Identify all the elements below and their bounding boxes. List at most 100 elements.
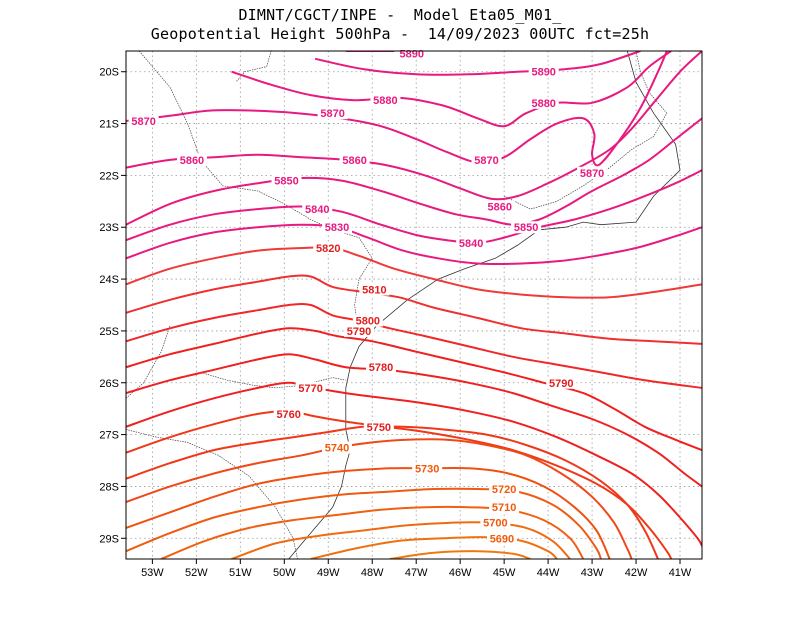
contour-label-bg — [577, 166, 608, 179]
lon-tick-label: 41W — [669, 567, 692, 579]
contour-label-bg — [317, 107, 348, 120]
contour-5830 — [126, 223, 702, 266]
contour-label: 5850 — [274, 176, 298, 188]
lon-tick-label: 51W — [229, 567, 252, 579]
lat-tick-label: 27S — [99, 430, 119, 442]
contour-label-bg — [339, 153, 370, 166]
contour-label: 5830 — [325, 222, 349, 234]
contour-label: 5850 — [514, 222, 538, 234]
contour-label: 5840 — [305, 204, 329, 216]
contour-label-bg — [322, 441, 353, 454]
contour-label-bg — [302, 203, 333, 216]
contour-5780 — [126, 353, 702, 488]
contour-label: 5720 — [492, 484, 516, 496]
lat-tick-label: 29S — [99, 533, 119, 545]
contour-label-bg — [489, 483, 520, 496]
contour-label-bg — [486, 532, 517, 545]
contour-5700 — [231, 521, 571, 559]
contour-5840 — [126, 169, 702, 244]
contour-label-bg — [322, 221, 353, 234]
contour-5770 — [126, 381, 702, 547]
contour-label-bg — [363, 420, 394, 433]
contour-label: 5800 — [356, 316, 380, 328]
contour-label-bg — [344, 324, 375, 337]
contour-label-bg — [484, 200, 515, 213]
contour-5720 — [126, 487, 602, 559]
contour-label: 5820 — [316, 243, 340, 255]
lon-tick-label: 52W — [185, 567, 208, 579]
contour-label: 5870 — [474, 155, 498, 167]
longitude-axis: 53W 52W 51W 50W 49W 48W 47W 46W 45W 44W 43W 42W 41W — [141, 559, 692, 579]
lat-tick-label: 25S — [99, 326, 119, 338]
state-border — [126, 325, 171, 399]
contour-label: 5690 — [490, 533, 514, 545]
contour-5800 — [126, 303, 702, 389]
contour-5820 — [126, 246, 702, 299]
lon-tick-label: 49W — [317, 567, 340, 579]
lat-tick-label: 22S — [99, 170, 119, 182]
lat-lon-grid — [126, 51, 702, 559]
contour-5760 — [126, 410, 673, 559]
coastline-line — [288, 51, 681, 559]
title-line-2: Geopotential Height 500hPa - 14/09/2023 … — [150, 25, 650, 43]
lat-tick-label: 23S — [99, 222, 119, 234]
contour-label: 5860 — [342, 155, 366, 167]
contour-label: 5710 — [492, 502, 516, 514]
contour-label-bg — [480, 516, 511, 529]
contour-label: 5790 — [549, 378, 573, 390]
contour-5730 — [126, 466, 611, 559]
contour-label-bg — [528, 96, 559, 109]
contour-label-bg — [273, 407, 304, 420]
lon-tick-label: 44W — [537, 567, 560, 579]
state-border — [138, 51, 373, 337]
contour-label: 5870 — [131, 116, 155, 128]
lat-tick-label: 21S — [99, 119, 119, 131]
contour-label: 5860 — [180, 155, 204, 167]
contour-label-bg — [471, 153, 502, 166]
contour-label: 5880 — [373, 95, 397, 107]
contour-label: 5730 — [415, 463, 439, 475]
contour-label-bg — [176, 153, 207, 166]
contour-label-bg — [359, 283, 390, 296]
lon-tick-label: 47W — [405, 567, 428, 579]
lon-tick-label: 43W — [581, 567, 604, 579]
contour-5750 — [126, 425, 659, 559]
coastline — [288, 51, 681, 559]
lat-tick-label: 24S — [99, 274, 119, 286]
state-borders — [126, 51, 668, 559]
state-border — [503, 51, 668, 210]
contour-label-bg — [511, 221, 542, 234]
contour-label: 5870 — [320, 108, 344, 120]
title-line-1: DIMNT/CGCT/INPE - Model Eta05_M01_ — [238, 6, 562, 24]
contour-5680 — [389, 550, 531, 559]
contour-label-bg — [295, 381, 326, 394]
lon-tick-label: 42W — [625, 567, 648, 579]
contour-5860 — [126, 51, 702, 201]
contour-label: 5790 — [347, 326, 371, 338]
state-border — [235, 51, 272, 83]
lat-tick-label: 26S — [99, 378, 119, 390]
contour-5880 — [231, 51, 672, 128]
contour-label: 5750 — [367, 422, 391, 434]
contour-label-bg — [271, 174, 302, 187]
contour-5690 — [310, 536, 558, 559]
contour-label: 5780 — [369, 362, 393, 374]
contour-5870 — [126, 51, 668, 167]
contour-label-bg — [313, 241, 344, 254]
lat-tick-label: 28S — [99, 481, 119, 493]
contour-label-bg — [456, 236, 487, 249]
contour-label: 5890 — [531, 67, 555, 79]
contour-label: 5890 — [400, 49, 424, 61]
contour-5790 — [126, 327, 702, 452]
contour-label-bg — [128, 114, 159, 127]
contour-5890 — [314, 51, 641, 76]
contour-label: 5770 — [298, 383, 322, 395]
contour-label-bg — [352, 314, 383, 327]
latitude-axis: 20S 21S 22S 23S 24S 25S 26S 27S 28S 29S — [99, 67, 126, 545]
contour-5850 — [126, 117, 702, 226]
height-contours — [126, 51, 702, 559]
contour-label-bg — [489, 501, 520, 514]
contour-labels: 5890 5890 5880 5880 5870 5870 5870 5870 5860 5860… — [128, 47, 608, 545]
contour-5710 — [160, 505, 585, 559]
lat-tick-label: 20S — [99, 67, 119, 79]
